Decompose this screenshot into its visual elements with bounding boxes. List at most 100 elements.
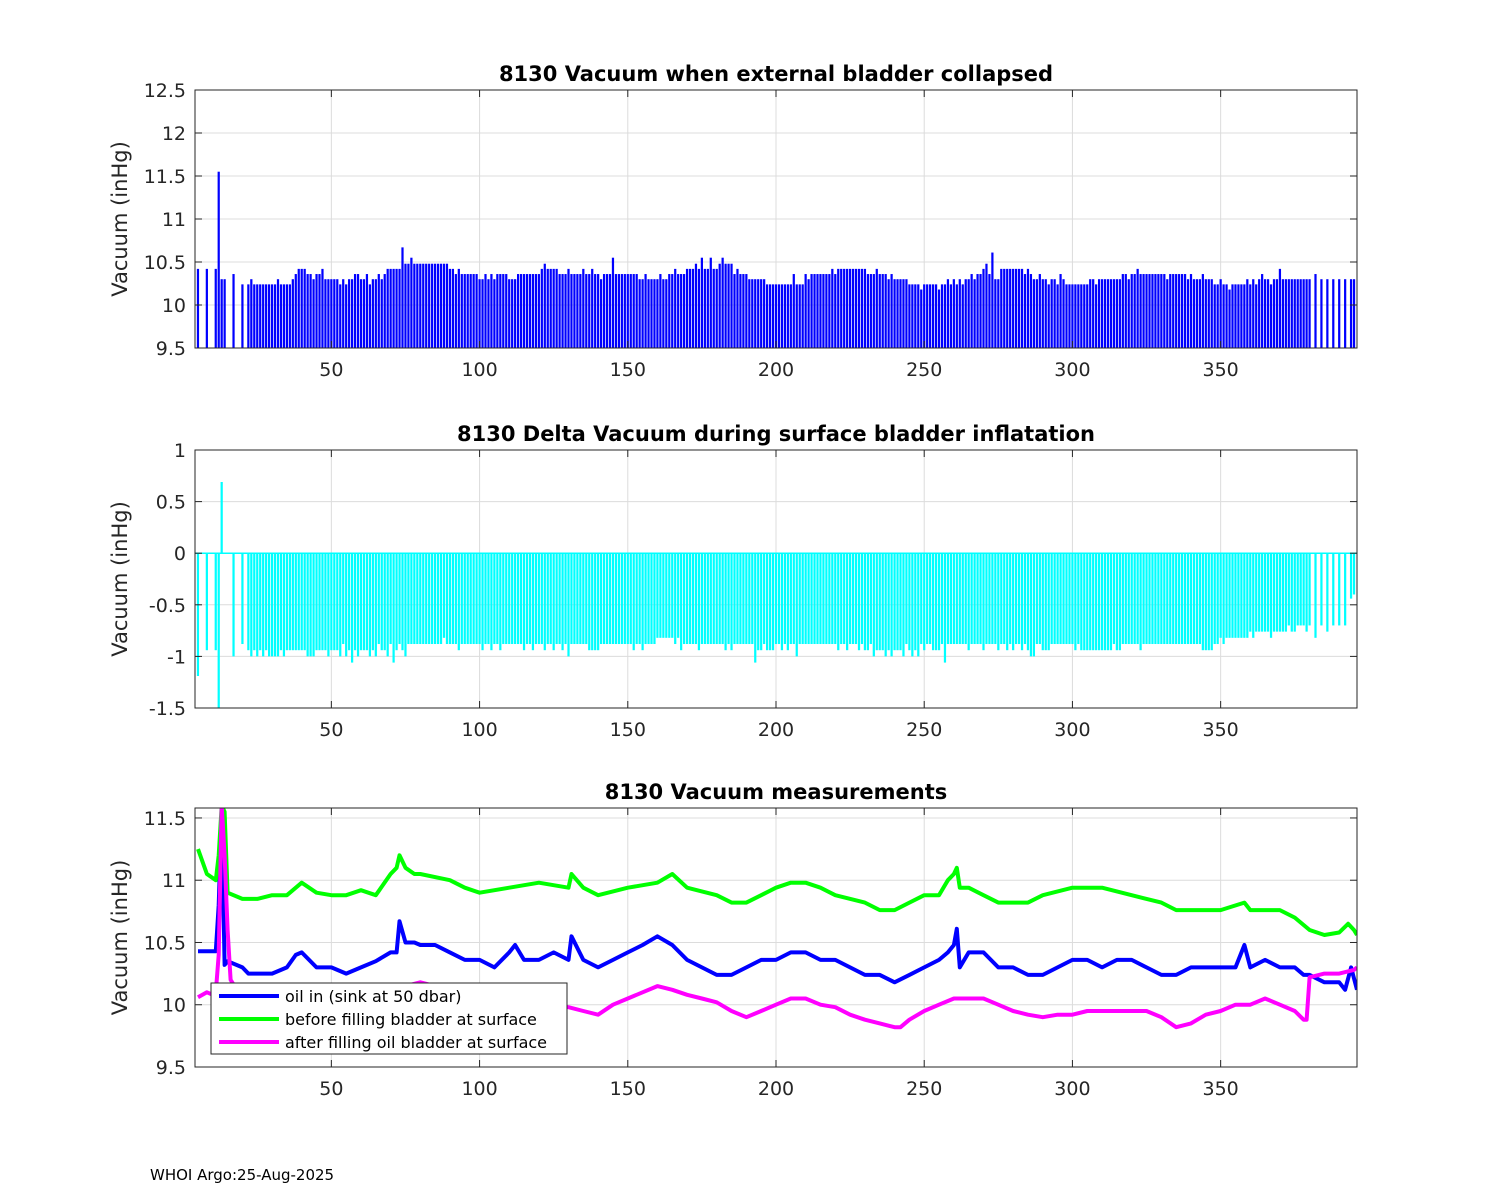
bar — [890, 274, 893, 348]
x-tick-label: 250 — [906, 719, 942, 741]
bar — [484, 274, 487, 348]
bar — [1089, 279, 1092, 348]
bar — [709, 553, 712, 645]
bar — [309, 553, 312, 657]
bar — [431, 263, 434, 348]
bar — [905, 553, 908, 645]
bar — [937, 289, 941, 348]
bar — [1020, 268, 1024, 348]
bar — [608, 274, 612, 348]
bar — [768, 553, 772, 651]
bar — [490, 274, 493, 348]
bar — [558, 553, 561, 645]
bar — [223, 279, 226, 348]
bar — [890, 553, 893, 657]
bar — [490, 553, 493, 651]
bar — [611, 257, 615, 348]
bar — [1195, 279, 1199, 348]
bar — [677, 553, 680, 638]
bar — [570, 553, 573, 645]
bar — [647, 279, 650, 348]
series-line — [198, 809, 1357, 992]
bar — [348, 553, 351, 651]
bar — [1056, 553, 1059, 645]
bar — [721, 257, 724, 348]
bar — [324, 279, 327, 348]
bar — [1175, 553, 1178, 645]
bar — [1344, 553, 1347, 626]
bar — [445, 263, 449, 348]
bar — [273, 553, 277, 657]
bar — [582, 553, 585, 645]
bar — [573, 274, 576, 348]
bar — [516, 553, 520, 645]
bar — [594, 553, 597, 651]
bar — [436, 553, 440, 645]
bar — [309, 274, 312, 348]
bar — [1083, 284, 1086, 348]
bar — [1213, 284, 1216, 348]
bar — [893, 553, 896, 651]
bar — [1017, 553, 1021, 645]
bar — [691, 553, 695, 645]
bar — [1163, 553, 1166, 645]
bar — [1151, 274, 1154, 348]
bar — [937, 553, 941, 651]
bar — [1287, 553, 1290, 626]
bar — [398, 553, 401, 645]
bar — [792, 274, 795, 348]
bar — [976, 553, 979, 645]
bar — [519, 274, 523, 348]
bar — [602, 553, 606, 645]
bar — [389, 268, 392, 348]
bar — [988, 274, 991, 348]
bar — [540, 553, 543, 645]
bar — [374, 553, 377, 657]
bar — [1349, 553, 1353, 599]
bar — [1023, 553, 1027, 645]
bar — [1284, 279, 1287, 348]
bar — [1124, 274, 1127, 348]
bar — [1115, 553, 1119, 651]
bar — [979, 274, 982, 348]
bar — [674, 268, 677, 348]
bar — [422, 553, 425, 645]
bar — [926, 553, 929, 645]
bar — [700, 553, 704, 645]
bar — [668, 553, 671, 638]
bar — [721, 553, 724, 645]
bar — [460, 553, 463, 645]
bar — [1228, 289, 1231, 348]
bar — [1041, 279, 1044, 348]
bar — [285, 553, 289, 651]
bar — [1305, 553, 1308, 632]
bar — [1189, 553, 1193, 645]
bar — [819, 274, 822, 348]
bar — [1272, 279, 1276, 348]
bar — [276, 553, 280, 657]
x-tick-label: 200 — [758, 1078, 794, 1100]
bar — [1210, 553, 1213, 651]
bar — [457, 268, 460, 348]
bar — [614, 553, 618, 645]
bar — [514, 553, 517, 645]
bar — [1160, 274, 1163, 348]
ticks — [195, 808, 1357, 1068]
bar — [789, 284, 792, 348]
bar — [614, 274, 618, 348]
bar — [804, 274, 807, 348]
bar — [306, 274, 309, 348]
bar — [1059, 553, 1062, 645]
bar — [1139, 553, 1142, 651]
bar — [665, 553, 668, 638]
bar — [816, 553, 819, 645]
bar — [321, 553, 324, 651]
bar — [1023, 274, 1027, 348]
y-tick-label: 12 — [162, 123, 186, 145]
bar — [579, 274, 582, 348]
bar — [505, 553, 508, 645]
bar — [1097, 279, 1101, 348]
bar — [964, 553, 967, 645]
bar — [620, 553, 623, 645]
